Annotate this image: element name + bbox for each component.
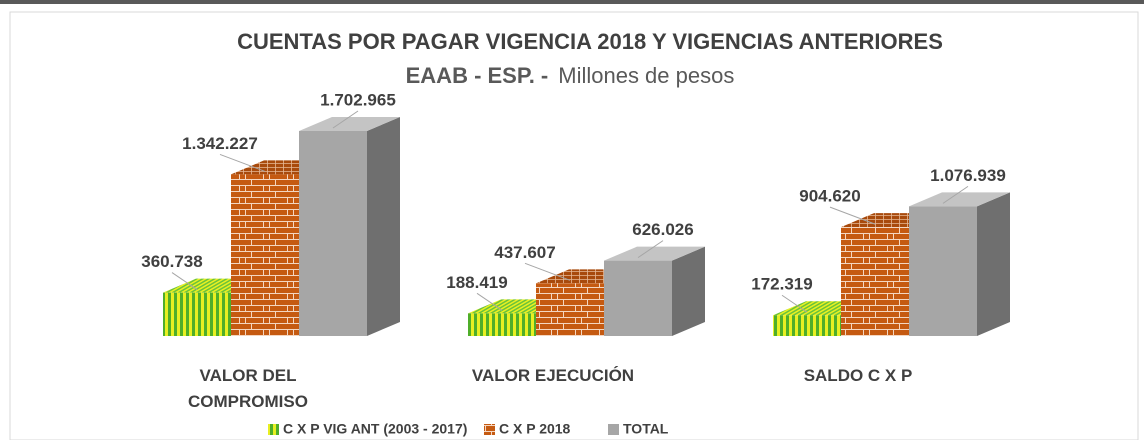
legend-label: C X P 2018 [499,421,571,437]
frame [9,11,1139,440]
bar-front [231,174,299,336]
legend-swatch [608,424,619,435]
data-label: 360.738 [141,252,202,271]
bar-side [672,246,705,336]
bar-front [773,315,841,336]
bar [604,246,705,336]
data-label: 904.620 [799,187,860,206]
bar-front [299,131,367,336]
leader-line [829,206,876,225]
leader-line [942,185,969,204]
data-label: 437.607 [494,243,555,262]
legend-label: C X P VIG ANT (2003 - 2017) [283,421,467,437]
leader-line [171,272,198,290]
legend-swatch [268,424,279,435]
data-label: 172.319 [751,275,812,294]
chart-subtitle: EAAB - ESP. - Millones de pesos [406,63,735,88]
category-label: SALDO C X P [803,366,913,385]
bar-side [367,117,400,336]
leader-line [332,110,359,129]
bar-front [163,292,231,336]
top-bar [0,0,1144,4]
bar-front [909,206,977,336]
chart-title: CUENTAS POR PAGAR VIGENCIA 2018 Y VIGENC… [237,29,943,54]
bar-top [604,246,705,261]
leader-line [524,262,571,281]
bar-front [468,313,536,336]
leader-line [219,153,266,172]
category-label: VALOR EJECUCIÓN [471,366,635,385]
bar-front [841,227,909,336]
bar-side [977,192,1010,336]
leader-line [781,294,808,313]
subtitle-part: Millones de pesos [558,63,734,88]
legend-label: TOTAL [623,421,669,437]
data-label: 1.076.939 [930,166,1006,185]
bar [909,192,1010,336]
leader-line [476,292,503,311]
category-label: VALOR DEL COMPROMISO [188,366,308,411]
legend-swatch [484,424,495,435]
bar-top [299,117,400,131]
bar-front [604,260,672,336]
bar-top [909,192,1010,207]
data-label: 1.342.227 [182,134,258,153]
bar-front [536,283,604,336]
bar [299,117,400,336]
leader-line [637,240,664,259]
subtitle-part: EAAB - ESP. - [406,63,549,88]
data-label: 626.026 [632,220,693,239]
data-label: 188.419 [446,273,507,292]
data-label: 1.702.965 [320,90,396,109]
